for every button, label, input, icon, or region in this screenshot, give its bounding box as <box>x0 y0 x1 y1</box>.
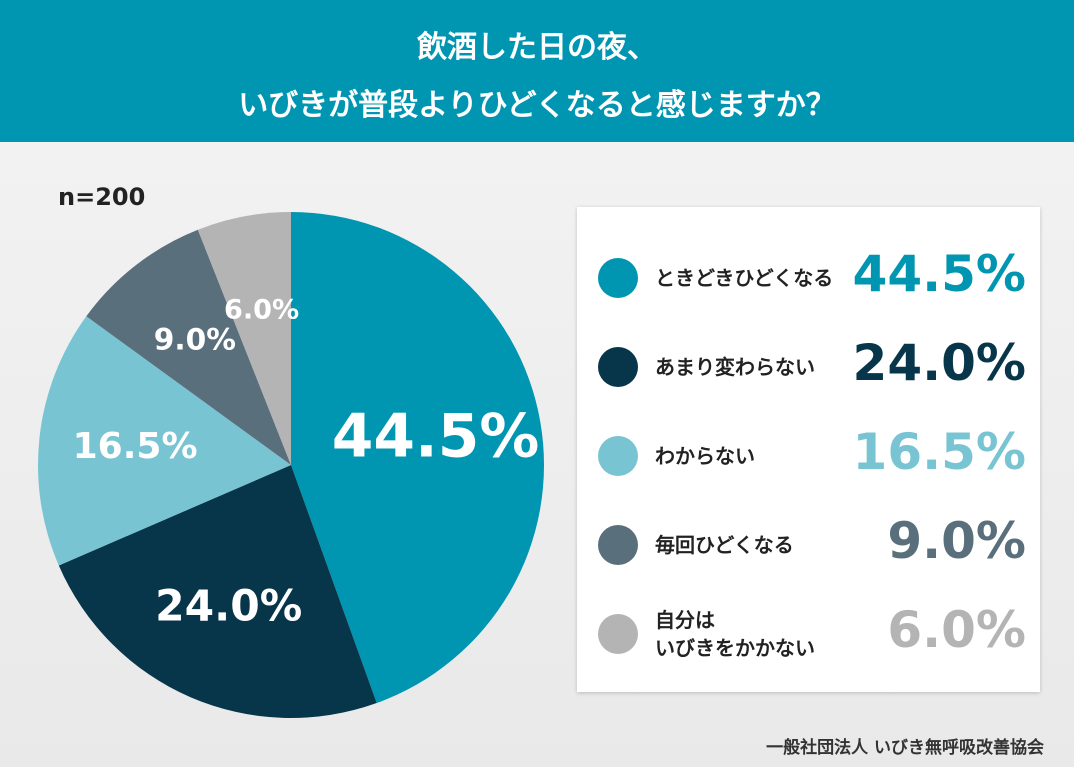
legend-value: 24.0% <box>852 334 1026 392</box>
legend-item: 毎回ひどくなる 9.0% <box>577 510 1040 580</box>
slice-label: 16.5% <box>73 426 198 467</box>
sample-size: n=200 <box>58 183 146 211</box>
title-line: いびきが普段よりひどくなると感じますか？ <box>238 88 836 123</box>
legend-value: 6.0% <box>887 601 1026 659</box>
legend-value: 44.5% <box>852 245 1026 303</box>
title-line: 飲酒した日の夜、 <box>417 30 657 65</box>
legend-item: ときどきひどくなる 44.5% <box>577 243 1040 313</box>
legend-item: あまり変わらない 24.0% <box>577 332 1040 402</box>
legend-label: ときどきひどくなる <box>655 266 834 290</box>
header: 飲酒した日の夜、 いびきが普段よりひどくなると感じますか？ <box>0 0 1074 142</box>
legend-item: わからない 16.5% <box>577 421 1040 491</box>
legend-label: わからない <box>655 444 755 468</box>
pie-slice <box>291 212 544 704</box>
legend-marker <box>598 614 638 654</box>
legend-marker <box>598 258 638 298</box>
legend-label: 自分は いびきをかかない <box>655 608 815 660</box>
legend-label: 毎回ひどくなる <box>655 533 794 557</box>
legend-item: 自分は いびきをかかない 6.0% <box>577 599 1040 669</box>
legend-value: 16.5% <box>852 423 1026 481</box>
slice-label: 9.0% <box>154 322 236 357</box>
slice-label: 44.5% <box>332 401 540 471</box>
source: 一般社団法人 いびき無呼吸改善協会 <box>766 738 1044 758</box>
legend-marker <box>598 436 638 476</box>
pie-slice <box>38 316 292 566</box>
legend-label: あまり変わらない <box>655 355 815 379</box>
slice-label: 6.0% <box>224 294 299 325</box>
legend: ときどきひどくなる 44.5% あまり変わらない 24.0% わからない 16.5% 毎回ひ… <box>577 207 1040 692</box>
legend-value: 9.0% <box>887 512 1026 570</box>
pie-slice <box>197 212 291 465</box>
pie-slice <box>86 229 292 465</box>
legend-marker <box>598 347 638 387</box>
legend-marker <box>598 525 638 565</box>
slice-label: 24.0% <box>155 581 302 630</box>
pie-slice <box>58 465 377 718</box>
